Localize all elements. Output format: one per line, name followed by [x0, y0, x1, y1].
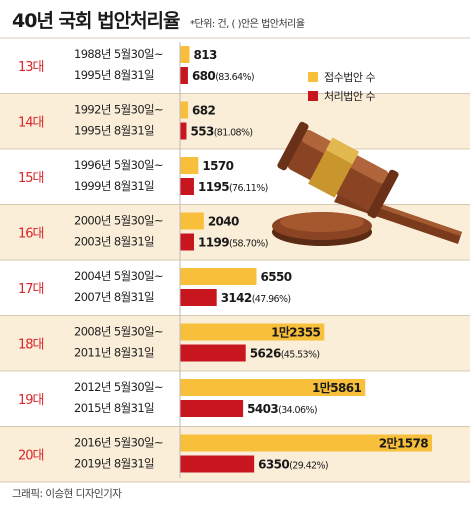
data-label-received: 813 — [193, 48, 216, 62]
processing-rate: (29.42%) — [289, 461, 328, 472]
processed-value: 680 — [192, 69, 215, 83]
bar-received — [180, 101, 188, 119]
processing-rate: (47.96%) — [252, 294, 291, 305]
legend-swatch-processed — [308, 90, 318, 101]
processed-value: 5403 — [247, 402, 278, 416]
data-label-processed: 5626(45.53%) — [250, 347, 320, 361]
data-label-processed: 3142(47.96%) — [221, 291, 291, 305]
bar-processed — [180, 233, 195, 251]
legend-item-received: 접수법안 수 — [308, 67, 376, 86]
bar-processed — [180, 178, 194, 195]
processed-value: 1195 — [198, 180, 229, 194]
data-label-processed: 5403(34.06%) — [247, 402, 317, 416]
data-label-received: 682 — [192, 104, 215, 118]
data-label-processed: 680(83.64%) — [192, 69, 254, 83]
period-start: 1992년 5월30일~ — [74, 103, 163, 117]
legend-label-received: 접수법안 수 — [324, 70, 376, 84]
term-label: 19대 — [18, 393, 44, 408]
legend: 접수법안 수 처리법안 수 — [308, 67, 376, 105]
bar-received — [180, 268, 257, 285]
bar-received — [180, 157, 199, 174]
data-label-processed: 1199(58.70%) — [198, 236, 268, 250]
bar-received — [180, 434, 432, 452]
term-label: 17대 — [18, 282, 44, 297]
data-label-received: 6550 — [260, 270, 291, 284]
processing-rate: (76.11%) — [229, 183, 268, 194]
data-label-processed: 1195(76.11%) — [198, 180, 268, 194]
bar-received — [180, 46, 190, 63]
period-end: 1995년 8월31일 — [74, 68, 154, 82]
term-label: 18대 — [18, 337, 44, 352]
unit-note: *단위: 건, ( )안은 법안처리율 — [190, 19, 305, 30]
data-label-received: 1만2355 — [271, 325, 320, 340]
data-label-received: 2만1578 — [379, 436, 428, 451]
bar-received — [180, 323, 325, 341]
period-start: 1996년 5월30일~ — [74, 158, 163, 172]
bar-processed — [180, 67, 188, 84]
bar-processed — [180, 289, 217, 306]
chart-title: 40년 국회 법안처리율 — [12, 10, 181, 32]
data-label-processed: 6350(29.42%) — [258, 458, 328, 472]
term-label: 16대 — [18, 226, 44, 241]
period-end: 1999년 8월31일 — [74, 179, 154, 193]
term-label: 13대 — [18, 60, 44, 75]
bar-received — [180, 379, 366, 396]
period-end: 2019년 8월31일 — [74, 457, 154, 471]
term-label: 14대 — [18, 115, 44, 130]
legend-label-processed: 처리법안 수 — [324, 89, 376, 103]
gavel-illustration — [272, 121, 462, 246]
period-start: 2008년 5월30일~ — [74, 325, 163, 339]
processed-value: 3142 — [221, 291, 252, 305]
period-start: 2004년 5월30일~ — [74, 269, 163, 283]
bar-received — [180, 212, 204, 230]
processing-rate: (34.06%) — [278, 405, 317, 416]
processed-value: 6350 — [258, 458, 289, 472]
period-end: 2003년 8월31일 — [74, 235, 154, 249]
processing-rate: (81.08%) — [214, 128, 253, 139]
processed-value: 5626 — [250, 347, 281, 361]
bar-processed — [180, 344, 246, 362]
data-label-processed: 553(81.08%) — [190, 125, 252, 139]
bar-processed — [180, 455, 255, 473]
processed-value: 553 — [190, 125, 213, 139]
period-end: 2015년 8월31일 — [74, 401, 154, 415]
data-label-received: 1만5861 — [312, 380, 361, 395]
period-start: 2012년 5월30일~ — [74, 380, 163, 394]
legend-item-processed: 처리법안 수 — [308, 86, 376, 105]
period-start: 1988년 5월30일~ — [74, 47, 163, 61]
data-label-received: 2040 — [208, 215, 239, 229]
period-start: 2016년 5월30일~ — [74, 436, 163, 450]
bar-processed — [180, 400, 244, 417]
period-start: 2000년 5월30일~ — [74, 214, 163, 228]
bar-processed — [180, 122, 187, 140]
processing-rate: (45.53%) — [281, 350, 320, 361]
processing-rate: (83.64%) — [215, 72, 254, 83]
period-end: 1995년 8월31일 — [74, 124, 154, 138]
processed-value: 1199 — [198, 236, 229, 250]
term-band — [0, 93, 470, 149]
legend-swatch-received — [308, 71, 318, 82]
data-label-received: 1570 — [202, 159, 233, 173]
term-label: 15대 — [18, 171, 44, 186]
processing-rate: (58.70%) — [229, 239, 268, 250]
period-end: 2011년 8월31일 — [74, 346, 154, 360]
term-label: 20대 — [18, 448, 44, 463]
period-end: 2007년 8월31일 — [74, 290, 154, 304]
credit: 그래픽: 이승현 디자인기자 — [12, 488, 122, 500]
